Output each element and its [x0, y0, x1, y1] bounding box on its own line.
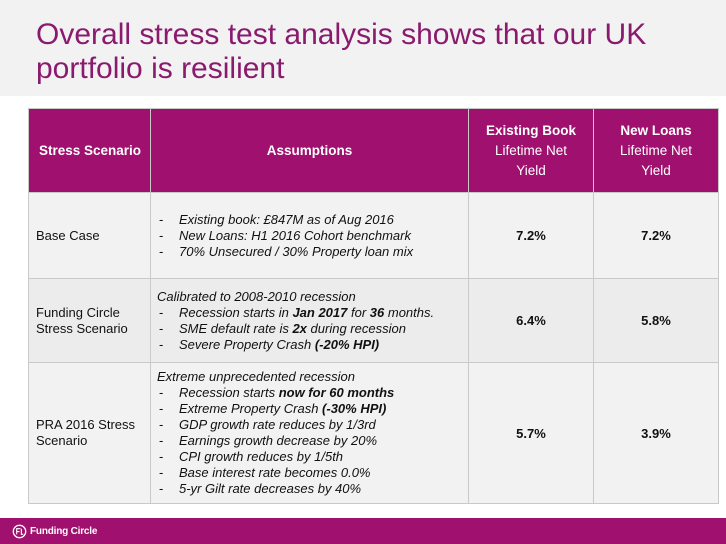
assumption-item: Severe Property Crash (-20% HPI): [157, 337, 462, 353]
table-header-row: Stress Scenario Assumptions Existing Boo…: [28, 108, 719, 193]
assumption-item: GDP growth rate reduces by 1/3rd: [157, 417, 462, 433]
header-new-line1: New Loans: [620, 122, 692, 138]
assumptions-list: Recession starts now for 60 months Extre…: [157, 385, 462, 497]
scenario-cell: PRA 2016 Stress Scenario: [28, 362, 151, 504]
table-row-funding-circle-stress: Funding Circle Stress Scenario Calibrate…: [28, 278, 719, 363]
assumption-item: Extreme Property Crash (-30% HPI): [157, 401, 462, 417]
assumption-item: 5-yr Gilt rate decreases by 40%: [157, 481, 462, 497]
assumption-item: 70% Unsecured / 30% Property loan mix: [157, 244, 462, 260]
assumptions-list: Existing book: £847M as of Aug 2016 New …: [157, 212, 462, 260]
slide-title: Overall stress test analysis shows that …: [36, 18, 647, 85]
header-existing-book: Existing Book Lifetime Net Yield: [468, 108, 594, 193]
assumptions-lead: Extreme unprecedented recession: [157, 369, 356, 384]
footer-band: Funding Circle: [0, 518, 726, 544]
scenario-cell: Base Case: [28, 192, 151, 279]
existing-book-yield: 6.4%: [468, 278, 594, 363]
new-loans-yield: 5.8%: [593, 278, 719, 363]
header-existing-line3: Yield: [516, 162, 546, 178]
assumption-item: New Loans: H1 2016 Cohort benchmark: [157, 228, 462, 244]
stress-test-table: Stress Scenario Assumptions Existing Boo…: [28, 108, 719, 504]
header-new-line2: Lifetime Net: [619, 142, 693, 158]
assumption-item: Recession starts now for 60 months: [157, 385, 462, 401]
existing-book-yield: 7.2%: [468, 192, 594, 279]
assumptions-cell: Extreme unprecedented recession Recessio…: [150, 362, 469, 504]
funding-circle-logo-icon: [12, 524, 27, 539]
header-stress-scenario: Stress Scenario: [28, 108, 151, 193]
header-existing-line1: Existing Book: [485, 122, 576, 138]
header-assumptions: Assumptions: [150, 108, 469, 193]
assumptions-cell: Existing book: £847M as of Aug 2016 New …: [150, 192, 469, 279]
funding-circle-logo: Funding Circle: [12, 524, 97, 539]
assumption-item: Existing book: £847M as of Aug 2016: [157, 212, 462, 228]
header-existing-line2: Lifetime Net: [494, 142, 568, 158]
table-row-base-case: Base Case Existing book: £847M as of Aug…: [28, 192, 719, 279]
assumption-item: Recession starts in Jan 2017 for 36 mont…: [157, 305, 462, 321]
title-band: Overall stress test analysis shows that …: [0, 0, 726, 96]
scenario-cell: Funding Circle Stress Scenario: [28, 278, 151, 363]
assumption-item: CPI growth reduces by 1/5th: [157, 449, 462, 465]
table-row-pra-2016-stress: PRA 2016 Stress Scenario Extreme unprece…: [28, 362, 719, 504]
header-new-line3: Yield: [641, 162, 671, 178]
new-loans-yield: 3.9%: [593, 362, 719, 504]
assumption-item: Base interest rate becomes 0.0%: [157, 465, 462, 481]
header-new-loans: New Loans Lifetime Net Yield: [593, 108, 719, 193]
new-loans-yield: 7.2%: [593, 192, 719, 279]
assumptions-lead: Calibrated to 2008-2010 recession: [157, 288, 356, 304]
assumptions-list: Recession starts in Jan 2017 for 36 mont…: [157, 305, 462, 353]
existing-book-yield: 5.7%: [468, 362, 594, 504]
assumptions-cell: Calibrated to 2008-2010 recession Recess…: [150, 278, 469, 363]
assumption-item: Earnings growth decrease by 20%: [157, 433, 462, 449]
logo-text: Funding Circle: [30, 526, 98, 537]
assumption-item: SME default rate is 2x during recession: [157, 321, 462, 337]
